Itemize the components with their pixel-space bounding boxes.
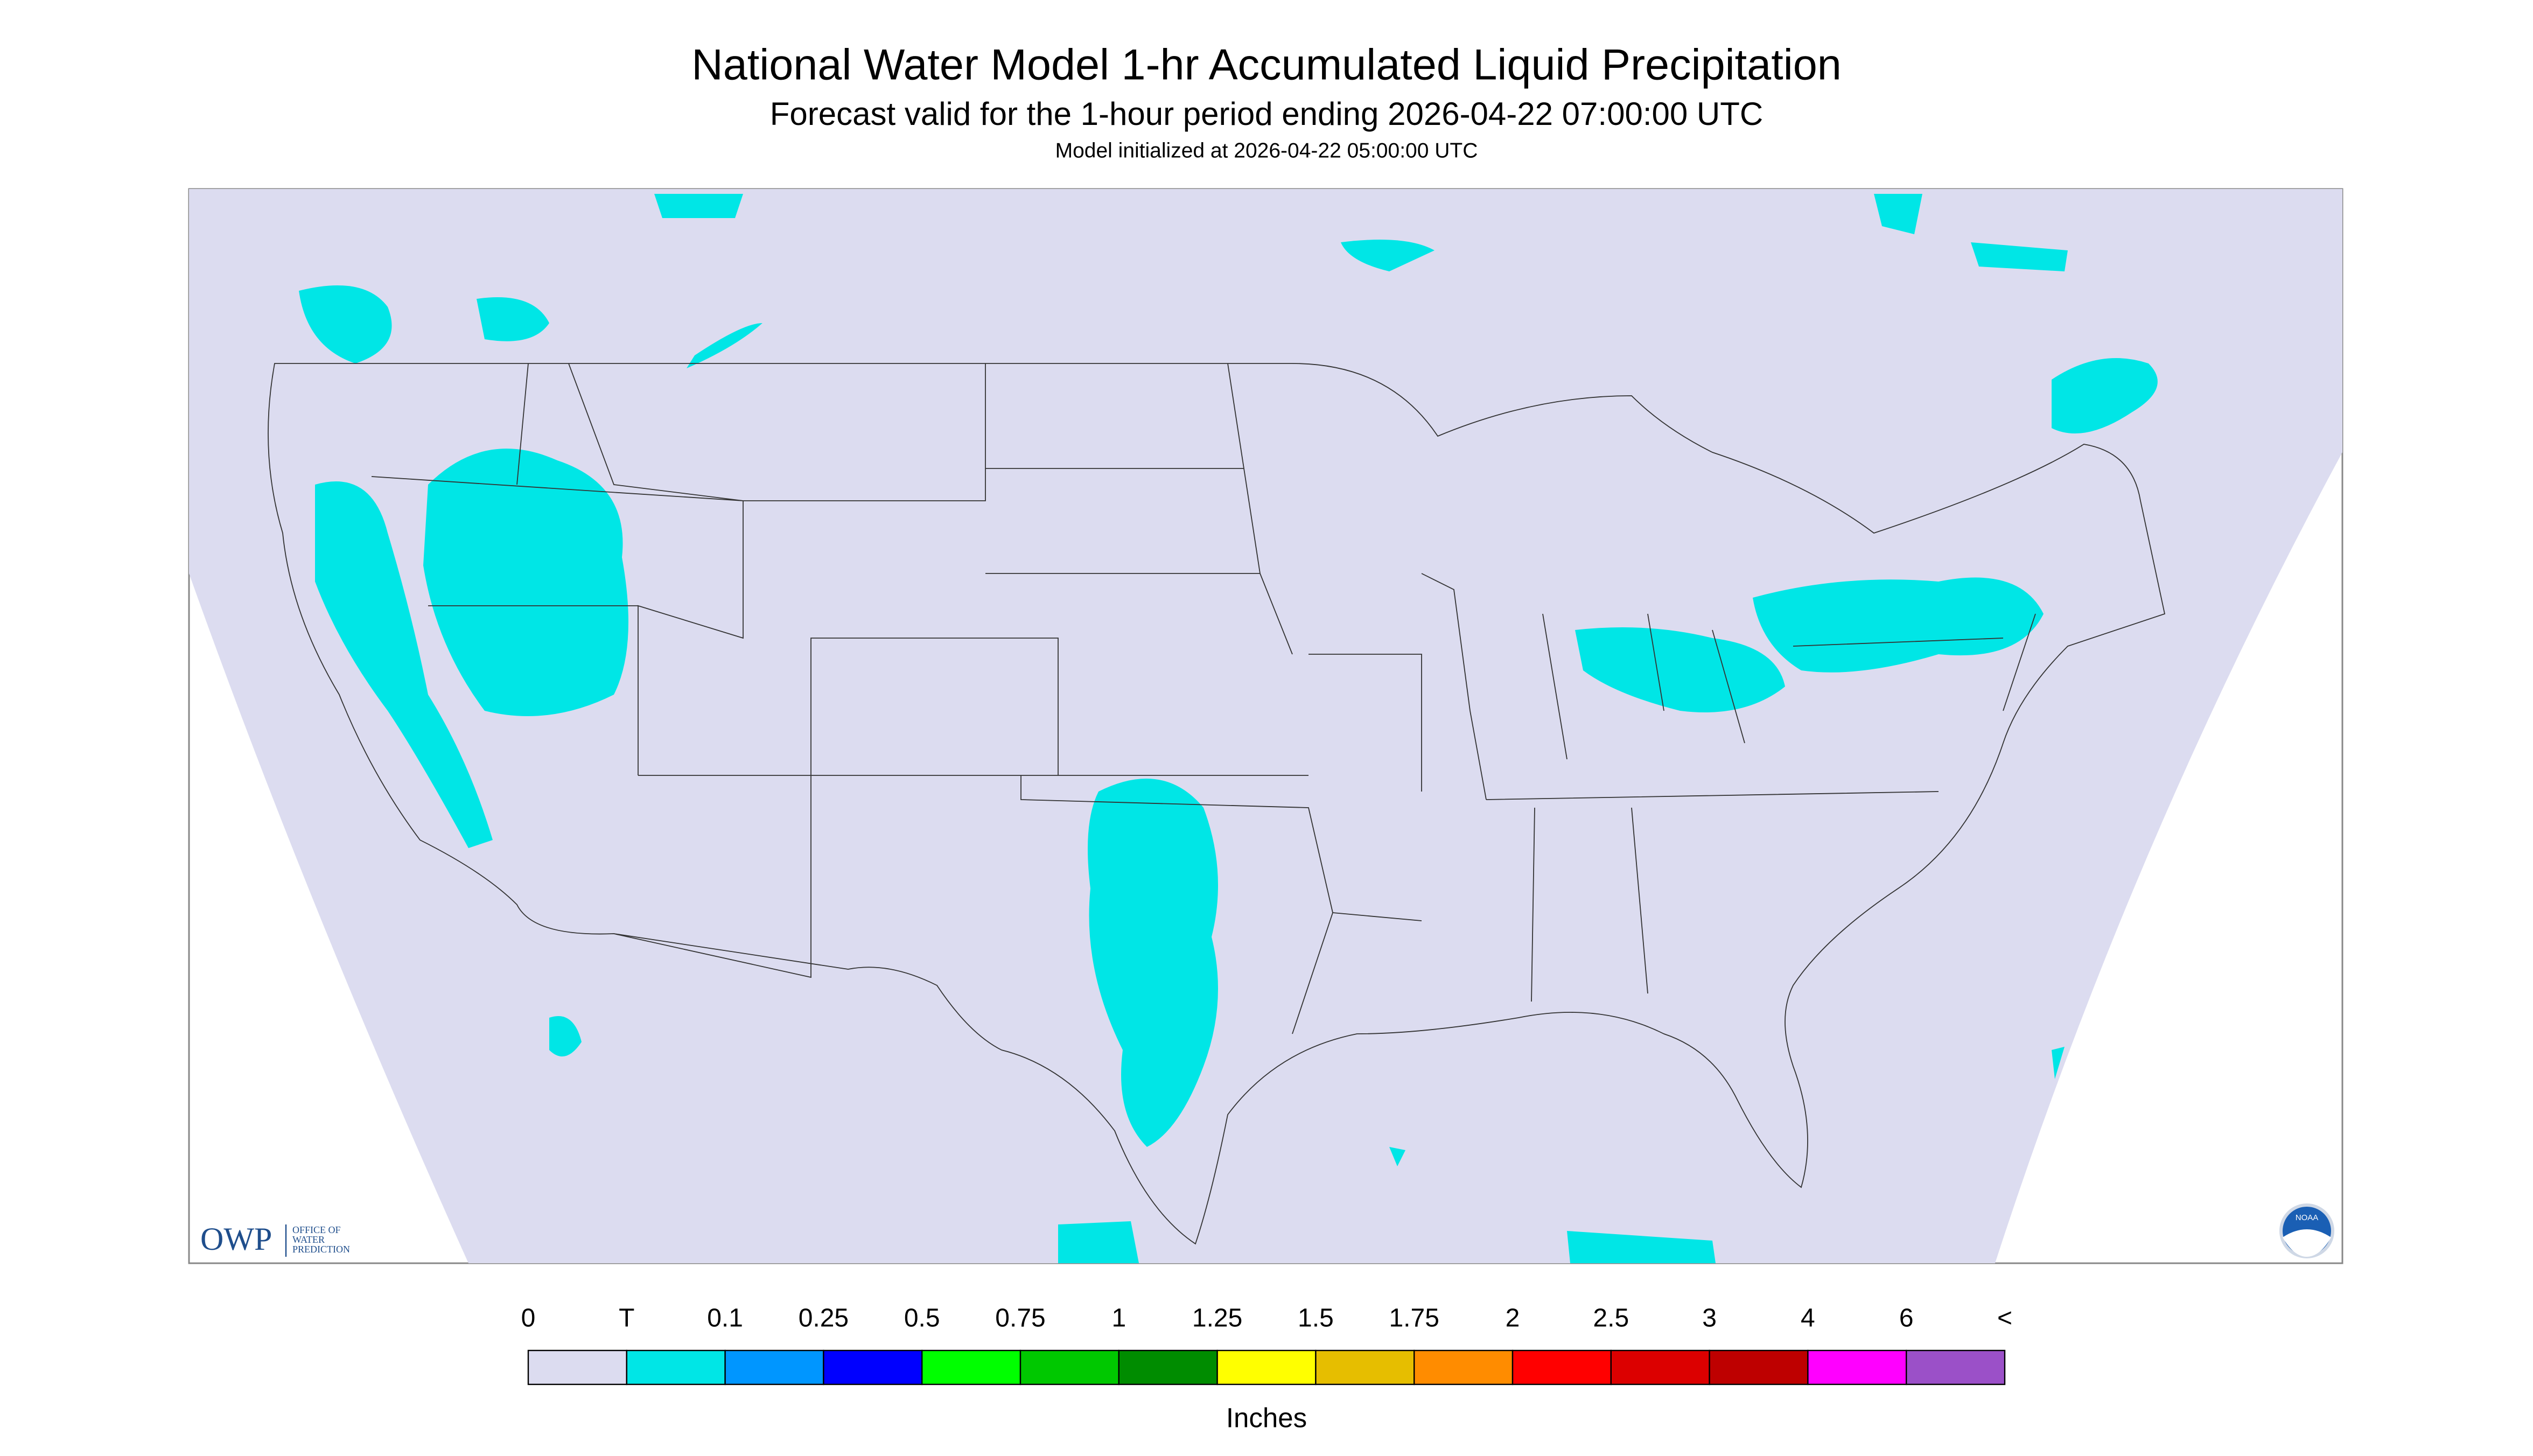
legend-label: T (619, 1304, 634, 1333)
borders (268, 363, 2166, 1245)
legend: 0 T 0.1 0.25 0.5 0.75 1 1.25 1.5 1.75 2 2.5 3 4 6 < (521, 1304, 2012, 1385)
legend-label: 1.5 (1298, 1304, 1334, 1333)
title: National Water Model 1-hr Accumulated Li… (691, 40, 1842, 89)
legend-label: 3 (1702, 1304, 1717, 1333)
legend-swatch (1216, 1349, 1317, 1385)
map-domain (189, 189, 2342, 1264)
legend-label: 1 (1111, 1304, 1126, 1333)
legend-swatch (1118, 1349, 1218, 1385)
map: OWP OFFICE OF WATER PREDICTION NOAA (188, 188, 2343, 1264)
logo-line: OFFICE OF (292, 1224, 341, 1235)
legend-label: 0.25 (799, 1304, 849, 1333)
legend-label: 2 (1506, 1304, 1520, 1333)
legend-label: 0 (521, 1304, 536, 1333)
legend-label: 0.5 (904, 1304, 940, 1333)
legend-swatch (1315, 1349, 1415, 1385)
legend-swatch (1905, 1349, 2006, 1385)
legend-label: 6 (1899, 1304, 1914, 1333)
precip-areas (299, 194, 2158, 1264)
legend-label: 2.5 (1593, 1304, 1629, 1333)
legend-label: 0.1 (707, 1304, 743, 1333)
legend-swatch (1610, 1349, 1710, 1385)
legend-swatch (823, 1349, 923, 1385)
legend-swatch (921, 1349, 1021, 1385)
legend-swatch (1019, 1349, 1120, 1385)
legend-swatch (1414, 1349, 1514, 1385)
logo-name: OWP (200, 1221, 272, 1257)
legend-label: < (1997, 1304, 2012, 1333)
legend-swatch (1709, 1349, 1809, 1385)
legend-swatch (1807, 1349, 1907, 1385)
logo-line: WATER (292, 1234, 325, 1245)
subtitle: Forecast valid for the 1-hour period end… (770, 96, 1763, 132)
legend-label: 0.75 (995, 1304, 1045, 1333)
noaa-text: NOAA (2296, 1213, 2319, 1222)
legend-label: 1.25 (1192, 1304, 1242, 1333)
legend-label: 1.75 (1389, 1304, 1439, 1333)
legend-swatch (1512, 1349, 1612, 1385)
legend-swatch (626, 1349, 726, 1385)
legend-label: 4 (1801, 1304, 1815, 1333)
legend-swatch (527, 1349, 628, 1385)
logo-line: PREDICTION (292, 1244, 350, 1255)
noaa-wave (2283, 1229, 2331, 1257)
init-note: Model initialized at 2026-04-22 05:00:00… (1055, 139, 1478, 162)
legend-swatch (724, 1349, 824, 1385)
legend-unit: Inches (1226, 1402, 1307, 1433)
